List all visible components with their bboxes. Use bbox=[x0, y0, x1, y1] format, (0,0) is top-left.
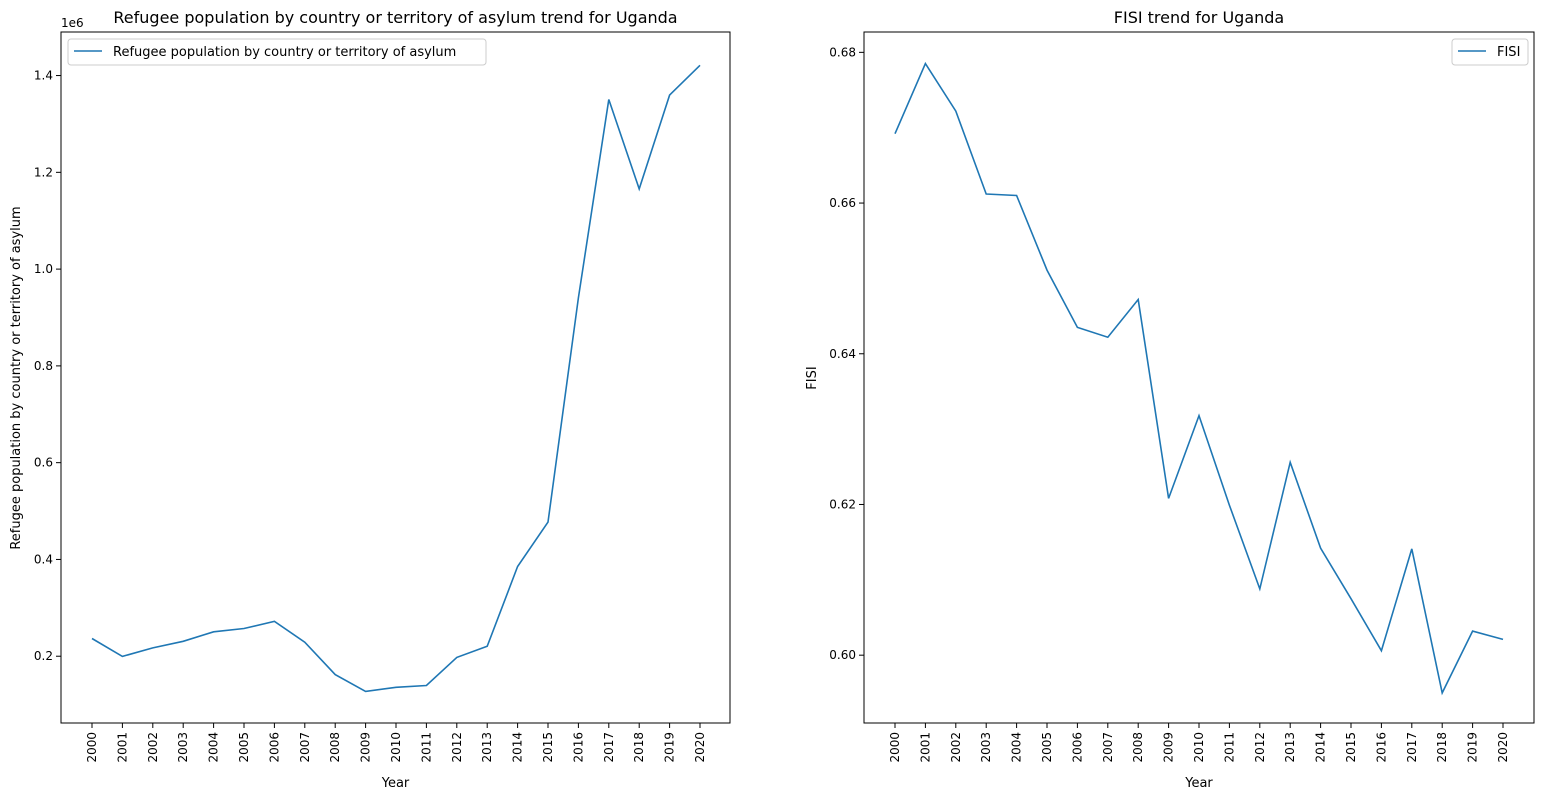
x-tick-label: 2000 bbox=[85, 732, 99, 763]
x-tick-label: 2007 bbox=[1101, 732, 1115, 763]
x-tick-label: 2009 bbox=[1162, 732, 1176, 763]
y-offset-text: 1e6 bbox=[61, 16, 84, 30]
x-tick-label: 2017 bbox=[1405, 732, 1419, 763]
x-tick-label: 2018 bbox=[1435, 732, 1449, 763]
legend-label: Refugee population by country or territo… bbox=[113, 45, 456, 60]
legend: FISI bbox=[1451, 38, 1529, 66]
x-tick-label: 2017 bbox=[602, 732, 616, 763]
y-tick-label: 1.0 bbox=[34, 262, 53, 276]
x-axis-label: Year bbox=[1184, 776, 1213, 791]
x-tick-label: 2005 bbox=[1040, 732, 1054, 763]
y-tick-label: 0.60 bbox=[829, 648, 856, 662]
refugee-chart: Refugee population by country or territo… bbox=[9, 8, 731, 791]
x-tick-label: 2002 bbox=[146, 732, 160, 763]
series-line bbox=[91, 64, 701, 693]
y-axis-label: FISI bbox=[805, 366, 820, 389]
x-tick-label: 2019 bbox=[1466, 732, 1480, 763]
y-tick-label: 1.2 bbox=[34, 165, 53, 179]
y-axis-label: Refugee population by country or territo… bbox=[9, 206, 24, 549]
y-tick-label: 0.8 bbox=[34, 359, 53, 373]
x-tick-label: 2007 bbox=[298, 732, 312, 763]
legend-label: FISI bbox=[1497, 45, 1520, 60]
x-tick-label: 2012 bbox=[450, 732, 464, 763]
x-tick-label: 2013 bbox=[480, 732, 494, 763]
legend: Refugee population by country or territo… bbox=[67, 38, 487, 66]
plot-area bbox=[60, 31, 731, 724]
x-tick-label: 2020 bbox=[1496, 732, 1510, 763]
x-tick-label: 2008 bbox=[1131, 732, 1145, 763]
x-tick-label: 2014 bbox=[511, 732, 525, 763]
y-tick-label: 0.68 bbox=[829, 45, 856, 59]
x-tick-label: 2015 bbox=[541, 732, 555, 763]
chart-title: FISI trend for Uganda bbox=[1114, 8, 1284, 27]
x-tick-label: 2004 bbox=[207, 732, 221, 763]
x-tick-label: 2002 bbox=[949, 732, 963, 763]
x-tick-label: 2019 bbox=[663, 732, 677, 763]
x-tick-label: 2013 bbox=[1283, 732, 1297, 763]
x-tick-label: 2011 bbox=[1222, 732, 1236, 763]
y-tick-label: 0.4 bbox=[34, 552, 53, 566]
x-tick-label: 2020 bbox=[693, 732, 707, 763]
x-tick-label: 2005 bbox=[237, 732, 251, 763]
y-tick-label: 0.6 bbox=[34, 456, 53, 470]
x-tick-label: 2008 bbox=[328, 732, 342, 763]
x-tick-label: 2006 bbox=[267, 732, 281, 763]
y-tick-label: 0.2 bbox=[34, 649, 53, 663]
x-axis-label: Year bbox=[381, 776, 410, 791]
x-tick-label: 2003 bbox=[176, 732, 190, 763]
x-tick-label: 2010 bbox=[1192, 732, 1206, 763]
x-tick-label: 2009 bbox=[359, 732, 373, 763]
x-tick-label: 2001 bbox=[115, 732, 129, 763]
x-tick-label: 2006 bbox=[1070, 732, 1084, 763]
y-tick-label: 0.62 bbox=[829, 497, 856, 511]
x-tick-label: 2015 bbox=[1344, 732, 1358, 763]
x-tick-label: 2011 bbox=[419, 732, 433, 763]
x-tick-label: 2003 bbox=[979, 732, 993, 763]
chart-title: Refugee population by country or territo… bbox=[113, 8, 677, 27]
x-tick-label: 2001 bbox=[918, 732, 932, 763]
x-tick-label: 2012 bbox=[1253, 732, 1267, 763]
x-tick-label: 2010 bbox=[389, 732, 403, 763]
series-line bbox=[894, 61, 1504, 696]
legend-box bbox=[67, 38, 487, 66]
x-tick-label: 2000 bbox=[888, 732, 902, 763]
x-tick-label: 2016 bbox=[1374, 732, 1388, 763]
x-tick-label: 2016 bbox=[571, 732, 585, 763]
fisi-chart: FISI trend for Uganda 2000 2001 2002 2003 20… bbox=[805, 8, 1535, 791]
y-tick-label: 0.64 bbox=[829, 347, 856, 361]
y-tick-label: 0.66 bbox=[829, 196, 856, 210]
x-tick-label: 2004 bbox=[1010, 732, 1024, 763]
x-tick-label: 2014 bbox=[1314, 732, 1328, 763]
legend-box bbox=[1451, 38, 1529, 66]
x-tick-label: 2018 bbox=[632, 732, 646, 763]
y-tick-label: 1.4 bbox=[34, 69, 53, 83]
